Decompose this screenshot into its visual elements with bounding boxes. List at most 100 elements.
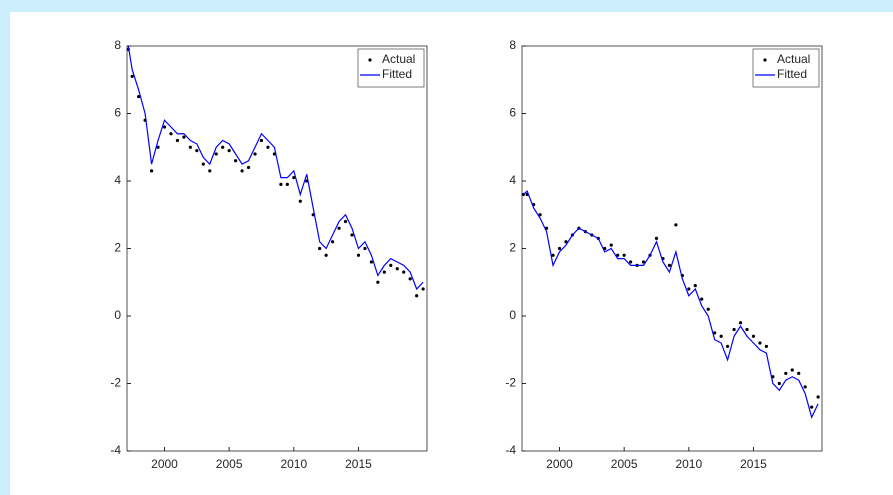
actual-point	[816, 395, 820, 399]
actual-point	[616, 253, 620, 257]
actual-point	[654, 236, 659, 240]
actual-point	[331, 240, 335, 244]
actual-point	[551, 253, 555, 257]
y-tick-label: -4	[505, 443, 516, 457]
y-tick-label: 4	[114, 173, 121, 187]
actual-point	[629, 260, 633, 264]
y-tick-label: 2	[509, 241, 516, 255]
actual-point	[784, 371, 788, 375]
y-tick-label: 4	[509, 173, 516, 187]
actual-point	[674, 223, 678, 227]
actual-point	[667, 263, 672, 267]
actual-point	[641, 260, 646, 264]
actual-point	[324, 253, 328, 257]
actual-point	[162, 125, 167, 129]
actual-point	[266, 145, 270, 149]
x-tick-label: 2000	[151, 457, 178, 471]
actual-point	[415, 294, 419, 298]
y-tick-label: 8	[509, 38, 516, 52]
actual-point	[389, 263, 393, 267]
actual-point	[713, 331, 717, 335]
y-tick-label: 8	[114, 38, 121, 52]
actual-point	[363, 246, 367, 251]
actual-point	[188, 145, 192, 149]
x-tick-label: 2010	[280, 457, 307, 471]
x-tick-label: 2005	[611, 457, 638, 471]
actual-point	[175, 138, 180, 143]
y-tick-label: 0	[509, 308, 516, 322]
actual-point	[201, 162, 205, 166]
x-tick-label: 2015	[740, 457, 767, 471]
actual-point	[279, 182, 283, 186]
actual-point	[246, 165, 251, 170]
actual-point	[758, 341, 762, 345]
fitted-line	[127, 45, 424, 291]
actual-point	[234, 159, 238, 163]
actual-point	[797, 371, 801, 375]
actual-point	[376, 280, 380, 284]
y-tick-label: 6	[114, 106, 121, 120]
legend-box	[357, 48, 425, 88]
actual-point	[156, 145, 160, 149]
actual-point	[149, 169, 154, 173]
actual-point	[292, 176, 296, 180]
actual-point	[609, 243, 613, 247]
actual-point	[557, 246, 562, 251]
legend-box	[752, 48, 820, 88]
actual-point	[719, 334, 723, 338]
actual-point	[350, 233, 354, 237]
actual-point	[337, 226, 341, 230]
actual-point	[693, 284, 697, 288]
legend-marker	[368, 58, 372, 62]
actual-point	[227, 149, 231, 153]
actual-point	[538, 213, 542, 217]
x-tick-label: 2010	[675, 457, 702, 471]
legend-marker	[763, 58, 767, 62]
actual-point	[221, 145, 225, 149]
actual-point	[240, 169, 244, 173]
x-tick-label: 2015	[345, 457, 372, 471]
actual-point	[790, 368, 794, 372]
actual-point	[253, 152, 257, 156]
actual-point	[395, 267, 399, 271]
x-tick-label: 2000	[546, 457, 573, 471]
actual-point	[195, 149, 199, 153]
y-tick-label: 0	[114, 308, 121, 322]
actual-point	[622, 253, 626, 257]
actual-point	[130, 74, 134, 78]
y-tick-label: -2	[505, 376, 516, 390]
actual-point	[208, 169, 212, 173]
actual-point	[382, 270, 386, 274]
legend-label: Actual	[777, 52, 810, 66]
actual-point	[259, 138, 264, 143]
actual-point	[764, 344, 768, 348]
actual-point	[137, 95, 141, 99]
fitted-line	[522, 190, 819, 419]
x-tick-label: 2005	[216, 457, 243, 471]
actual-point	[745, 327, 749, 332]
actual-point	[298, 199, 302, 203]
actual-point	[706, 307, 710, 311]
actual-point	[356, 253, 361, 257]
actual-point	[726, 344, 730, 348]
y-tick-label: -4	[110, 443, 121, 457]
y-tick-label: -2	[110, 376, 121, 390]
y-tick-label: 2	[114, 241, 121, 255]
actual-point	[285, 182, 289, 186]
actual-point	[169, 132, 173, 136]
actual-point	[182, 135, 186, 139]
actual-point	[408, 277, 412, 281]
actual-point	[369, 260, 373, 264]
actual-point	[732, 327, 736, 332]
actual-point	[700, 297, 704, 301]
actual-point	[564, 240, 568, 244]
actual-point	[738, 321, 743, 325]
actual-point	[421, 287, 425, 291]
actual-point	[687, 287, 691, 291]
actual-point	[343, 219, 348, 224]
y-tick-label: 6	[509, 106, 516, 120]
actual-point	[402, 270, 406, 274]
actual-point	[810, 405, 814, 409]
actual-point	[214, 152, 218, 156]
